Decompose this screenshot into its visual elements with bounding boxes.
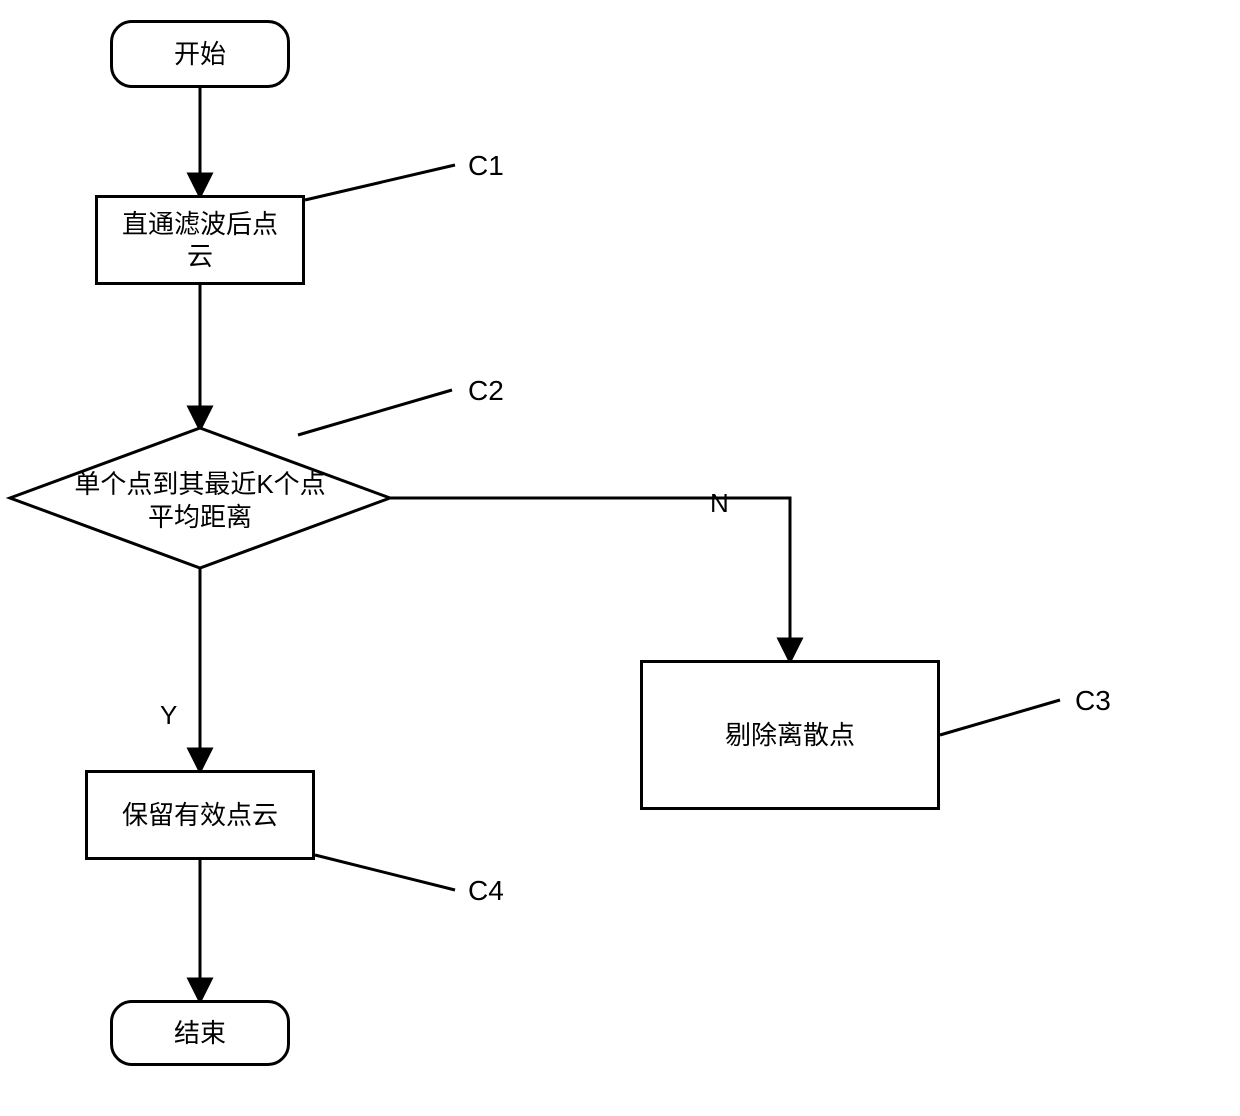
end-node: 结束 bbox=[110, 1000, 290, 1066]
edge-label-y: Y bbox=[160, 700, 177, 731]
callout-c3-label: C3 bbox=[1075, 685, 1111, 717]
c4-label: 保留有效点云 bbox=[122, 799, 278, 832]
flowchart-svg bbox=[0, 0, 1240, 1116]
callout-c4-label: C4 bbox=[468, 875, 504, 907]
callout-c1-label: C1 bbox=[468, 150, 504, 182]
edge-label-n: N bbox=[710, 488, 729, 519]
end-label: 结束 bbox=[174, 1017, 226, 1050]
c1-node: 直通滤波后点云 bbox=[95, 195, 305, 285]
diamond-group bbox=[10, 428, 390, 568]
c4-node: 保留有效点云 bbox=[85, 770, 315, 860]
callout-c2-label: C2 bbox=[468, 375, 504, 407]
start-label: 开始 bbox=[174, 38, 226, 71]
start-node: 开始 bbox=[110, 20, 290, 88]
c3-node: 剔除离散点 bbox=[640, 660, 940, 810]
c3-label: 剔除离散点 bbox=[725, 719, 855, 752]
c1-label: 直通滤波后点云 bbox=[122, 208, 278, 273]
